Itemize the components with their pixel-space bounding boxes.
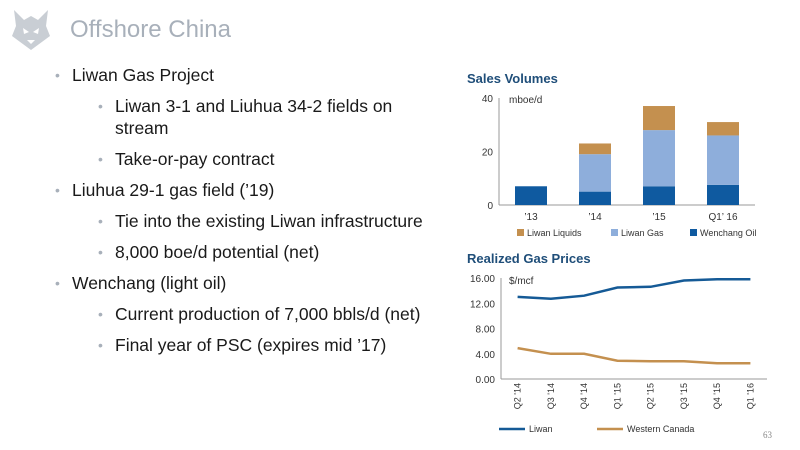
sub-bullet-item: Tie into the existing Liwan infrastructu…: [55, 210, 455, 232]
bar-segment: [707, 122, 739, 136]
x-tick-label: ’14: [588, 212, 602, 223]
sub-bullet-item: Current production of 7,000 bbls/d (net): [55, 303, 455, 325]
x-tick-label: Q3 '14: [546, 383, 556, 409]
legend-label: Wenchang Oil: [700, 228, 756, 238]
series-line: [517, 346, 751, 365]
realized-gas-prices-title: Realized Gas Prices: [467, 251, 591, 266]
sub-bullet-item: 8,000 boe/d potential (net): [55, 241, 455, 263]
sub-bullet-item: Final year of PSC (expires mid ’17): [55, 334, 455, 356]
x-tick-label: Q4 '15: [712, 383, 722, 409]
bullet-item: Liwan Gas Project: [55, 64, 455, 86]
y-tick-label: 0.00: [476, 375, 496, 386]
husky-logo-icon: [12, 10, 50, 50]
x-tick-label: Q1 '15: [612, 383, 622, 409]
bar-segment: [515, 186, 547, 205]
company-logo: [8, 6, 54, 52]
y-tick-label: 12.00: [470, 299, 495, 310]
legend-label: Liwan Liquids: [527, 228, 582, 238]
y-tick-label: 0: [487, 201, 493, 212]
bar-segment: [643, 106, 675, 131]
sub-bullet-item: Liwan 3-1 and Liuhua 34-2 fields on stre…: [55, 95, 445, 139]
bar-segment: [643, 186, 675, 205]
bullet-item: Wenchang (light oil): [55, 272, 455, 294]
y-tick-label: 40: [482, 94, 494, 105]
unit-label: mboe/d: [509, 95, 542, 106]
bar-segment: [707, 184, 739, 205]
bar-segment: [707, 135, 739, 185]
legend-swatch: [690, 229, 697, 236]
x-tick-label: ’15: [652, 212, 666, 223]
bar-segment: [643, 130, 675, 187]
series-line: [517, 278, 751, 301]
bar-segment: [579, 191, 611, 205]
y-tick-label: 8.00: [476, 325, 496, 336]
x-tick-label: ’13: [524, 212, 538, 223]
bar-segment: [579, 143, 611, 155]
x-tick-label: Q3 '15: [679, 383, 689, 409]
y-tick-label: 20: [482, 148, 494, 159]
legend-swatch: [611, 229, 618, 236]
page-number: 63: [763, 430, 772, 440]
slide-title: Offshore China: [70, 16, 231, 43]
realized-gas-prices-chart: 0.00 4.00 8.00 12.00 16.00 $/mcf Q2 '14 Q3 '14 Q…: [470, 274, 767, 434]
bullet-list: Liwan Gas Project Liwan 3-1 and Liuhua 3…: [55, 64, 455, 365]
bar-segment: [579, 154, 611, 192]
x-tick-label: Q4 '14: [579, 383, 589, 409]
legend-label: Liwan: [529, 424, 553, 434]
bullet-item: Liuhua 29-1 gas field (’19): [55, 179, 455, 201]
x-tick-label: Q2 '14: [513, 383, 523, 409]
sub-bullet-item: Take-or-pay contract: [55, 148, 455, 170]
x-tick-label: Q2 '15: [646, 383, 656, 409]
y-tick-label: 4.00: [476, 350, 496, 361]
x-tick-label: Q1 '16: [745, 383, 755, 409]
x-tick-label: Q1’ 16: [708, 212, 738, 223]
sales-volumes-chart: 0 20 40 mboe/d ’13 ’14 ’15 Q1’ 16 Liwan Liquids L…: [482, 94, 757, 238]
unit-label: $/mcf: [509, 276, 534, 287]
sales-volumes-title: Sales Volumes: [467, 71, 558, 86]
legend-label: Western Canada: [627, 424, 694, 434]
y-tick-label: 16.00: [470, 274, 495, 285]
legend-label: Liwan Gas: [621, 228, 664, 238]
legend-swatch: [517, 229, 524, 236]
